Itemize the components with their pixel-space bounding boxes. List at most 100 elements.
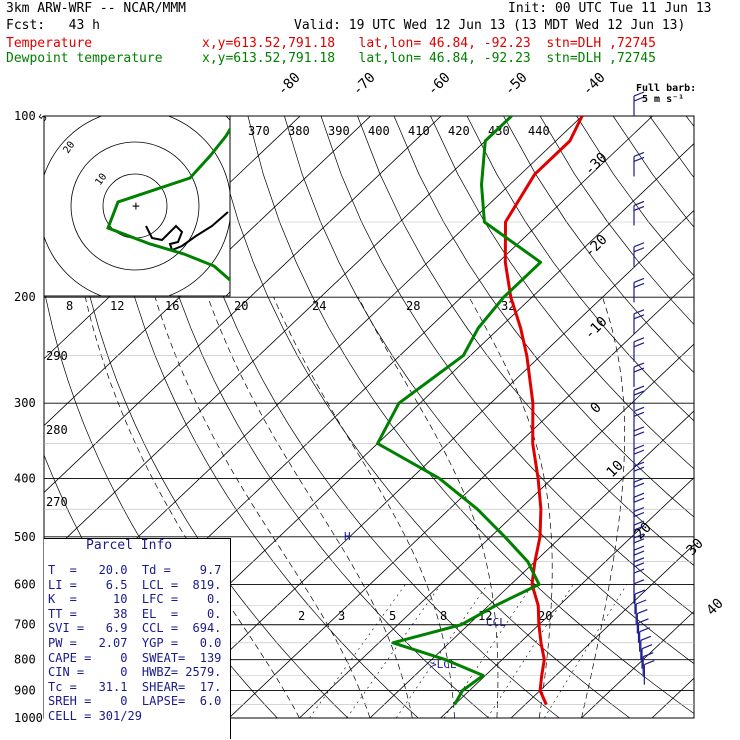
parcel-row: CELL = 301/29 [48, 709, 142, 723]
model-title: 3km ARW-WRF -- NCAR/MMM [6, 1, 187, 16]
wind-barb-flag [633, 511, 645, 518]
isotherm [158, 209, 694, 718]
temperature-location: x,y=613.52,791.18 lat,lon= 46.84, -92.23… [202, 36, 656, 51]
hodograph-center: + [132, 199, 140, 214]
mixing-ratio-label: 5 [389, 609, 396, 623]
wind-barb-flag [633, 492, 645, 498]
dewpoint-location: x,y=613.52,791.18 lat,lon= 46.84, -92.23… [202, 51, 656, 66]
wind-barb-flag [633, 506, 645, 513]
wind-barb-flag [638, 618, 649, 624]
forecast-hour: Fcst: 43 h [6, 18, 100, 33]
wind-barb-flag [633, 520, 645, 526]
mixing-ratio-line [346, 584, 442, 718]
wind-barb-flag [634, 589, 646, 595]
pressure-tick-label: 200 [14, 290, 36, 304]
pressure-tick-label: 300 [14, 396, 36, 410]
wind-barb-flag [633, 247, 645, 253]
wind-barb-flag [633, 242, 645, 248]
wind-barb-flag [633, 91, 645, 97]
barb-unit: 5 m s⁻¹ [642, 94, 685, 105]
temperature-tick-label: -20 [582, 232, 611, 261]
upper-axis-label: 28 [406, 299, 420, 313]
moist-adiabat [273, 297, 455, 718]
wind-barb-flag [633, 367, 645, 373]
dry-adiabat [723, 116, 740, 718]
dry-adiabat [357, 116, 694, 566]
init-time: Init: 00 UTC Tue 11 Jun 13 [508, 1, 712, 16]
temperature-tick-label: 0 [588, 400, 605, 417]
wind-barb-flag [633, 337, 645, 343]
hodograph-ring-label: 5 [37, 112, 49, 123]
wind-barb-flag [633, 277, 645, 283]
pressure-tick-label: 900 [14, 683, 36, 697]
temperature-tick-label: -60 [425, 70, 454, 99]
wind-barb-flag [633, 431, 645, 437]
mixing-ratio-line [443, 584, 533, 718]
temperature-tick-label: 40 [704, 596, 727, 619]
pressure-tick-label: 600 [14, 577, 36, 591]
wind-barb-flag [633, 444, 645, 450]
pressure-tick-label: 500 [14, 530, 36, 544]
parcel-row: LI = 6.5 LCL = 819. [48, 577, 222, 592]
wind-barb-flag [633, 550, 645, 556]
isotherm [228, 276, 694, 718]
wind-barb-flag [639, 627, 650, 633]
wind-barb-flag [642, 652, 654, 658]
wind-barb-flag [633, 385, 645, 391]
upper-axis-label: 24 [312, 299, 326, 313]
barb-note: Full barb: [636, 83, 697, 94]
wind-barb-flag [633, 426, 645, 432]
wind-barb-flag [633, 151, 645, 157]
pressure-tick-label: 1000 [14, 711, 43, 725]
wind-barb-flag [633, 200, 645, 207]
wind-barb-flag [633, 545, 645, 551]
temperature-tick-label: -40 [580, 70, 609, 99]
isotherm [299, 343, 694, 718]
mixing-ratio-line [395, 584, 488, 718]
theta-label: 270 [46, 495, 68, 509]
wind-barb-flag [637, 609, 648, 615]
parcel-row: Tc = 31.1 SHEAR= 17. [48, 679, 222, 694]
dry-adiabat [284, 116, 694, 665]
upper-axis-label: 12 [110, 299, 124, 313]
upper-axis-label: 8 [66, 299, 73, 313]
isotherm [44, 116, 442, 493]
parcel-row: CAPE = 0 SWEAT= 139 [48, 650, 222, 665]
temperature-tick-label: -50 [502, 70, 531, 99]
mixing-ratio-label: 20 [538, 609, 552, 623]
temperature-tick-label: -70 [350, 70, 379, 99]
theta-label: 440 [528, 124, 550, 138]
theta-label: 410 [408, 124, 430, 138]
parcel-row: SVI = 6.9 CCL = 694. [48, 621, 222, 636]
mixing-ratio-label: 8 [440, 609, 447, 623]
upper-axis-label: 20 [234, 299, 248, 313]
hodograph-rings [44, 116, 230, 296]
theta-label: 390 [328, 124, 350, 138]
ccl-annotation: CCL [486, 616, 506, 629]
dewpoint-legend: Dewpoint temperature [6, 51, 163, 66]
wind-barb-flag [633, 314, 645, 320]
wind-barb-flag [633, 533, 645, 539]
pressure-tick-label: 100 [14, 109, 36, 123]
isotherm [651, 677, 694, 718]
wind-barb-flag [633, 482, 645, 488]
wind-barb-flag [633, 411, 645, 417]
wind-barb-flag [633, 538, 645, 544]
upper-axis-label: 16 [165, 299, 179, 313]
wind-barb-flag [633, 477, 645, 483]
wind-barb-flag [633, 309, 645, 315]
parcel-row: TT = 38 EL = 0. [48, 606, 222, 621]
temperature-tick-label: -10 [582, 314, 611, 343]
wind-barb-flag [633, 406, 645, 412]
parcel-row: T = 20.0 Td = 9.7 [48, 563, 222, 577]
temperature-tick-label: 30 [684, 536, 707, 559]
wind-barb-flag [633, 205, 645, 212]
h-annotation: H [344, 530, 351, 543]
isotherm [510, 543, 694, 718]
isotherm [723, 116, 740, 718]
wind-barb-flag [633, 525, 645, 531]
wind-barb-flag [633, 342, 645, 348]
dry-adiabat [539, 116, 694, 326]
isotherm [440, 477, 694, 718]
moist-adiabat [84, 297, 300, 718]
